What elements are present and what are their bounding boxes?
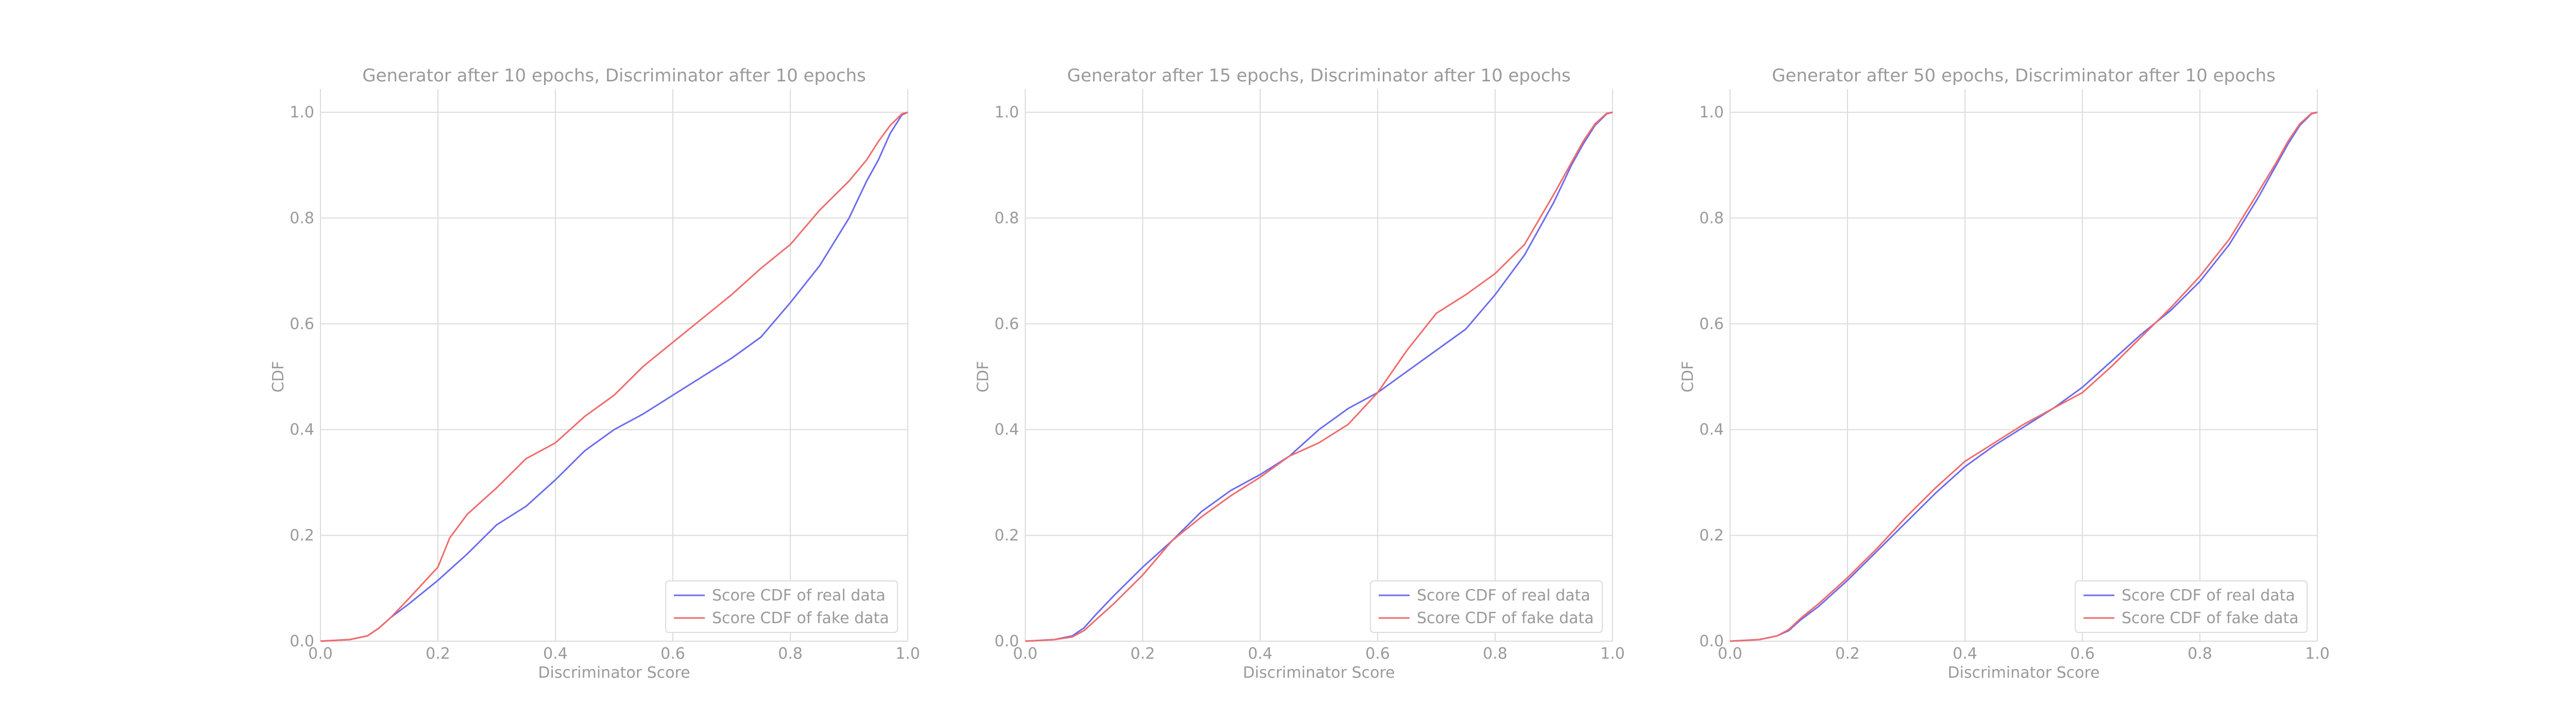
x-tick-label: 0.4 bbox=[1248, 645, 1273, 663]
x-tick-label: 0.6 bbox=[2070, 645, 2095, 663]
x-tick-label: 0.8 bbox=[1483, 645, 1507, 663]
legend-label: Score CDF of fake data bbox=[1417, 609, 1594, 627]
y-tick-label: 1.0 bbox=[290, 104, 314, 122]
y-tick-label: 0.8 bbox=[290, 209, 314, 227]
legend: Score CDF of real data Score CDF of fake … bbox=[2075, 580, 2308, 633]
y-axis-label: CDF bbox=[1679, 361, 1697, 392]
y-tick-label: 0.0 bbox=[1699, 632, 1724, 650]
x-tick-label: 0.6 bbox=[1365, 645, 1390, 663]
x-axis-label: Discriminator Score bbox=[1243, 664, 1395, 682]
x-tick-label: 0.0 bbox=[1718, 645, 1742, 663]
y-tick-label: 0.6 bbox=[994, 315, 1019, 333]
series-line-fake bbox=[1730, 111, 2318, 642]
legend-box bbox=[1370, 580, 1603, 633]
chart-title: Generator after 10 epochs, Discriminator… bbox=[362, 65, 866, 86]
legend-label: Score CDF of real data bbox=[712, 587, 886, 605]
y-tick-label: 0.4 bbox=[994, 421, 1019, 439]
legend: Score CDF of real data Score CDF of fake … bbox=[1370, 580, 1603, 633]
y-tick-label: 0.0 bbox=[994, 632, 1019, 650]
y-axis-label: CDF bbox=[269, 361, 287, 392]
y-tick-label: 1.0 bbox=[1699, 104, 1724, 122]
series-line-real bbox=[320, 111, 908, 642]
x-tick-label: 0.2 bbox=[1835, 645, 1860, 663]
legend-box bbox=[2075, 580, 2308, 633]
chart-title: Generator after 15 epochs, Discriminator… bbox=[1067, 65, 1571, 86]
x-tick-label: 0.0 bbox=[308, 645, 333, 663]
series-line-real bbox=[1730, 111, 2318, 642]
y-tick-label: 0.2 bbox=[994, 527, 1019, 545]
y-tick-label: 0.4 bbox=[290, 421, 314, 439]
x-tick-label: 0.4 bbox=[1953, 645, 1977, 663]
x-axis-label: Discriminator Score bbox=[1947, 664, 2099, 682]
series-line-fake bbox=[320, 111, 908, 642]
y-tick-label: 1.0 bbox=[994, 104, 1019, 122]
series-line-fake bbox=[1025, 111, 1613, 642]
chart-panel-1: 0.0 0.2 0.4 0.6 0.8 1.0 0.0 0.2 0.4 0.6 0.8 1.0 Gene… bbox=[269, 65, 920, 682]
x-tick-label: 0.2 bbox=[1130, 645, 1155, 663]
x-tick-label: 1.0 bbox=[2305, 645, 2330, 663]
y-tick-label: 0.0 bbox=[290, 632, 314, 650]
y-tick-label: 0.8 bbox=[1699, 209, 1724, 227]
chart-title: Generator after 50 epochs, Discriminator… bbox=[1772, 65, 2276, 86]
x-tick-label: 1.0 bbox=[895, 645, 920, 663]
y-tick-label: 0.2 bbox=[1699, 527, 1724, 545]
legend-box bbox=[665, 580, 898, 633]
legend-label: Score CDF of real data bbox=[2122, 587, 2295, 605]
y-axis-label: CDF bbox=[974, 361, 992, 392]
y-tick-label: 0.6 bbox=[1699, 315, 1724, 333]
x-tick-label: 1.0 bbox=[1600, 645, 1625, 663]
x-tick-label: 0.0 bbox=[1013, 645, 1038, 663]
y-tick-label: 0.4 bbox=[1699, 421, 1724, 439]
legend-label: Score CDF of fake data bbox=[712, 609, 889, 627]
legend-label: Score CDF of real data bbox=[1417, 587, 1590, 605]
x-tick-label: 0.2 bbox=[426, 645, 450, 663]
legend-label: Score CDF of fake data bbox=[2122, 609, 2299, 627]
chart-panel-3: 0.0 0.2 0.4 0.6 0.8 1.0 0.0 0.2 0.4 0.6 0.8 1.0 Gene… bbox=[1679, 65, 2330, 682]
x-axis-label: Discriminator Score bbox=[538, 664, 690, 682]
chart-panel-2: 0.0 0.2 0.4 0.6 0.8 1.0 0.0 0.2 0.4 0.6 0.8 1.0 Gene… bbox=[974, 65, 1625, 682]
y-tick-label: 0.2 bbox=[290, 527, 314, 545]
legend: Score CDF of real data Score CDF of fake … bbox=[665, 580, 898, 633]
x-tick-label: 0.6 bbox=[660, 645, 685, 663]
x-tick-label: 0.4 bbox=[543, 645, 568, 663]
y-tick-label: 0.6 bbox=[290, 315, 314, 333]
y-tick-label: 0.8 bbox=[994, 209, 1019, 227]
series-line-real bbox=[1025, 111, 1613, 642]
x-tick-label: 0.8 bbox=[2188, 645, 2212, 663]
x-tick-label: 0.8 bbox=[778, 645, 803, 663]
